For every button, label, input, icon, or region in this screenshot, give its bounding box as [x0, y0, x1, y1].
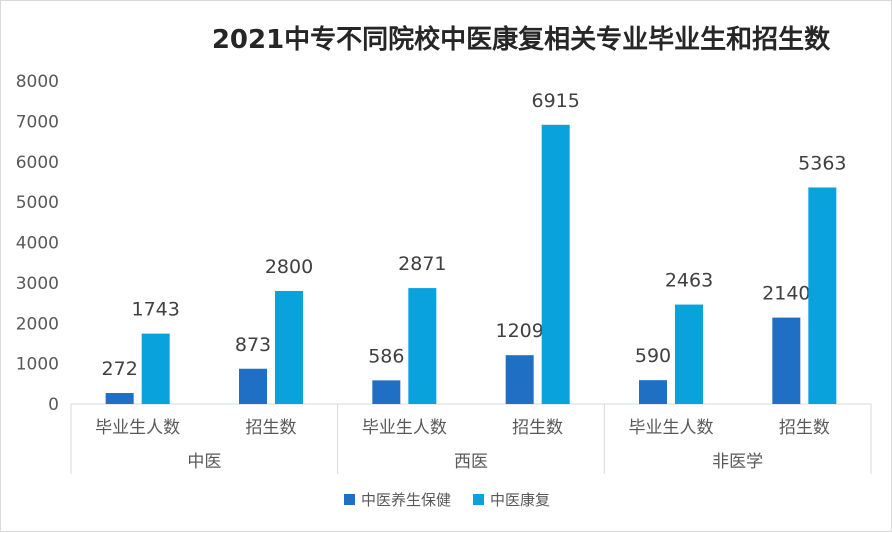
category-label-0: 毕业生人数: [95, 418, 180, 438]
y-tick-label-2: 2000: [16, 314, 59, 334]
legend-item-series-1: 中医养生保健: [343, 489, 451, 510]
legend: 中医养生保健 中医康复: [1, 489, 892, 510]
y-tick-label-0: 0: [48, 395, 59, 415]
legend-swatch-series-1: [343, 494, 355, 505]
category-label-1: 招生数: [246, 418, 297, 438]
category-label-5: 招生数: [779, 418, 830, 438]
bar-2-0: [141, 333, 170, 404]
group-label-0: 中医: [187, 452, 221, 472]
data-label-2-3: 6915: [531, 90, 579, 112]
y-tick-label-8: 8000: [16, 72, 59, 92]
y-tick-label-5: 5000: [16, 193, 59, 213]
bar-1-2: [372, 380, 401, 404]
data-label-1-1: 873: [235, 334, 271, 356]
group-label-2: 非医学: [712, 452, 763, 472]
y-tick-label-1: 1000: [16, 355, 59, 375]
bar-2-4: [675, 304, 703, 404]
category-label-2: 毕业生人数: [362, 418, 447, 438]
bar-1-1: [239, 368, 267, 404]
category-label-4: 毕业生人数: [629, 418, 714, 438]
data-label-1-3: 1209: [495, 320, 543, 342]
y-tick-label-3: 3000: [16, 274, 59, 294]
group-label-1: 西医: [454, 452, 488, 472]
legend-label-series-2: 中医康复: [490, 491, 551, 509]
data-label-1-4: 590: [635, 345, 671, 367]
bar-2-5: [808, 187, 837, 404]
y-tick-label-6: 6000: [16, 153, 59, 173]
data-label-2-4: 2463: [665, 270, 713, 292]
data-label-2-2: 2871: [398, 253, 446, 275]
data-label-1-2: 586: [368, 345, 404, 367]
y-tick-label-7: 7000: [16, 112, 59, 132]
y-tick-label-4: 4000: [16, 234, 59, 254]
chart-title: 2021中专不同院校中医康复相关专业毕业生和招生数: [211, 25, 831, 55]
bar-1-5: [772, 317, 801, 404]
bar-2-3: [541, 124, 570, 404]
legend-label-series-1: 中医养生保健: [360, 491, 451, 509]
data-label-1-0: 272: [102, 358, 138, 380]
legend-item-series-2: 中医康复: [473, 489, 550, 510]
data-label-1-5: 2140: [762, 283, 810, 305]
bar-1-0: [105, 393, 134, 404]
category-label-3: 招生数: [512, 418, 563, 438]
data-label-2-1: 2800: [265, 256, 313, 278]
bar-1-4: [639, 380, 667, 404]
bar-1-3: [505, 355, 534, 404]
legend-swatch-series-2: [473, 494, 484, 505]
data-label-2-5: 5363: [798, 152, 846, 174]
bar-2-2: [408, 288, 437, 404]
bar-2-1: [275, 290, 303, 404]
data-label-2-0: 1743: [131, 299, 179, 321]
